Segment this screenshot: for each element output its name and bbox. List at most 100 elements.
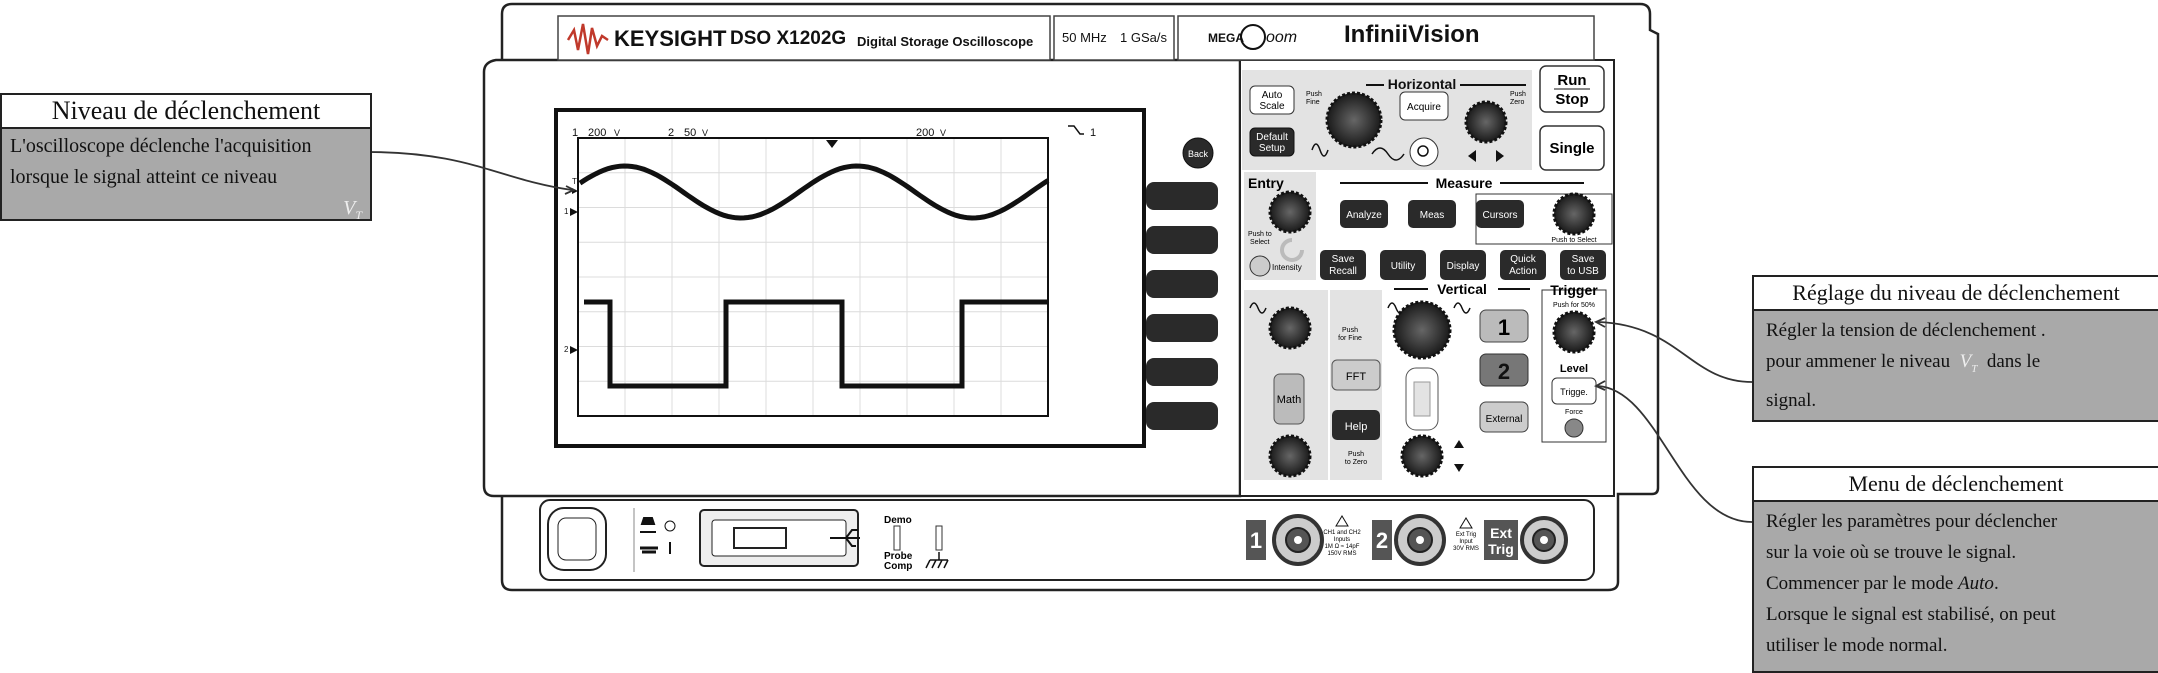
meas-button[interactable]: [1408, 200, 1456, 228]
ch1-scale-knob[interactable]: [1268, 306, 1312, 350]
ch1-button[interactable]: [1479, 309, 1529, 343]
svg-text:Push for 50%: Push for 50%: [1553, 302, 1595, 309]
svg-text:Inputs: Inputs: [1334, 537, 1350, 543]
external-button[interactable]: [1479, 401, 1529, 433]
svg-text:Scale: Scale: [1259, 101, 1284, 112]
svg-text:Push: Push: [1510, 91, 1526, 98]
svg-text:V: V: [614, 128, 620, 138]
undo-icon: [1280, 238, 1304, 262]
trigger-menu-button[interactable]: [1551, 377, 1597, 405]
ch2-position-knob[interactable]: [1400, 434, 1444, 478]
ground-icon: [925, 552, 949, 569]
narrow-wave-icon: [1371, 147, 1405, 161]
svg-text:Math: Math: [1277, 394, 1301, 406]
save-to-usb-button[interactable]: [1560, 250, 1606, 280]
display-button[interactable]: [1440, 250, 1486, 280]
svg-text:Meas: Meas: [1420, 210, 1444, 221]
callout-body: Régler la tension de déclenchement . pou…: [1766, 320, 2046, 411]
cursors-knob[interactable]: [1552, 192, 1596, 236]
intensity-button[interactable]: [1249, 255, 1271, 277]
entry-knob[interactable]: [1268, 190, 1312, 234]
horizontal-position-knob[interactable]: [1464, 100, 1508, 144]
softkey-1[interactable]: [1146, 182, 1218, 210]
horizontal-scale-knob[interactable]: [1325, 91, 1383, 149]
back-button[interactable]: [1182, 137, 1214, 169]
svg-text:V: V: [940, 128, 946, 138]
svg-text:Probe: Probe: [884, 551, 913, 562]
menu-buttons-row: Save Recall Utility Display Quick Action…: [1320, 250, 1606, 280]
trigger-level-knob[interactable]: [1552, 310, 1596, 354]
warning-icon: [1335, 515, 1349, 527]
ch2-button[interactable]: [1479, 353, 1529, 387]
svg-text:Single: Single: [1549, 140, 1594, 157]
auto-scale-button[interactable]: [1249, 85, 1295, 115]
cursors-button[interactable]: [1476, 200, 1524, 228]
force-button[interactable]: [1564, 418, 1584, 438]
svg-text:Force: Force: [1565, 409, 1583, 416]
zoom-button[interactable]: [1409, 137, 1439, 167]
measure-section: Measure Analyze Meas Cursors Push to Sel…: [1340, 175, 1613, 245]
magnifier-icon: [1417, 145, 1429, 157]
brand-name: KEYSIGHT: [614, 26, 727, 51]
svg-text:Cursors: Cursors: [1482, 210, 1517, 221]
ch1-sine-trace: [578, 163, 1050, 221]
math-button[interactable]: [1273, 373, 1305, 425]
default-setup-button[interactable]: [1249, 127, 1295, 157]
svg-text:Level: Level: [1560, 363, 1588, 375]
svg-text:Zero: Zero: [1510, 99, 1525, 106]
usb-icon: [830, 529, 860, 547]
ch1-position-knob[interactable]: [1268, 434, 1312, 478]
svg-text:Ext: Ext: [1490, 525, 1512, 541]
svg-text:1: 1: [1498, 315, 1510, 340]
svg-text:Help: Help: [1345, 421, 1368, 433]
callout-title: Niveau de déclenchement: [2, 95, 370, 129]
softkey-6[interactable]: [1146, 402, 1218, 430]
help-button[interactable]: [1332, 410, 1380, 440]
callout-level-adjust: Réglage du niveau de déclenchement Régle…: [1752, 275, 2158, 422]
svg-text:Display: Display: [1447, 261, 1480, 272]
svg-text:Utility: Utility: [1391, 261, 1415, 272]
svg-text:to USB: to USB: [1567, 266, 1599, 277]
analyze-button[interactable]: [1340, 200, 1388, 228]
softkey-5[interactable]: [1146, 358, 1218, 386]
single-button[interactable]: [1539, 125, 1605, 171]
megazoom-z-icon: [1240, 24, 1266, 50]
keysight-logo-icon: [566, 23, 609, 55]
svg-text:V: V: [702, 128, 708, 138]
svg-text:External: External: [1486, 414, 1523, 425]
trigger-channel: 1: [1090, 127, 1096, 139]
ch2-label: 2: [668, 127, 674, 139]
ch2-scale-knob[interactable]: [1392, 300, 1452, 360]
probe-comp-terminal[interactable]: [935, 525, 943, 551]
horizontal-title: Horizontal: [1388, 76, 1456, 92]
svg-text:Acquire: Acquire: [1407, 102, 1441, 113]
svg-text:Intensity: Intensity: [1272, 263, 1302, 272]
quick-action-button[interactable]: [1500, 250, 1546, 280]
svg-text:1M Ω ≈ 14pF: 1M Ω ≈ 14pF: [1325, 544, 1360, 550]
utility-button[interactable]: [1380, 250, 1426, 280]
softkey-column: Back: [1146, 137, 1218, 430]
softkey-4[interactable]: [1146, 314, 1218, 342]
acquire-button[interactable]: [1399, 91, 1449, 121]
usb-port[interactable]: [733, 527, 787, 549]
ch1-scale: 200: [588, 127, 606, 139]
demo-terminal[interactable]: [893, 525, 901, 551]
entry-title: Entry: [1248, 175, 1284, 191]
model-name: DSO X1202G: [730, 28, 846, 49]
megazoom-logo: MEGA: [1208, 31, 1244, 45]
svg-text:Quick: Quick: [1510, 254, 1537, 265]
save-recall-button[interactable]: [1320, 250, 1366, 280]
svg-text:Push: Push: [1342, 327, 1358, 334]
right-arrow-icon: [1496, 150, 1504, 162]
wave-icon: [1249, 302, 1267, 314]
svg-text:Default: Default: [1256, 132, 1288, 143]
callout-body: L'oscilloscope déclenche l'acquisition l…: [10, 135, 362, 222]
fft-button[interactable]: [1331, 359, 1381, 391]
softkey-2[interactable]: [1146, 226, 1218, 254]
trigger-title: Trigger: [1550, 282, 1598, 298]
svg-text:Setup: Setup: [1259, 143, 1286, 154]
softkey-3[interactable]: [1146, 270, 1218, 298]
svg-text:Push to: Push to: [1248, 231, 1272, 238]
trigger-edge-icon: [1068, 125, 1084, 135]
